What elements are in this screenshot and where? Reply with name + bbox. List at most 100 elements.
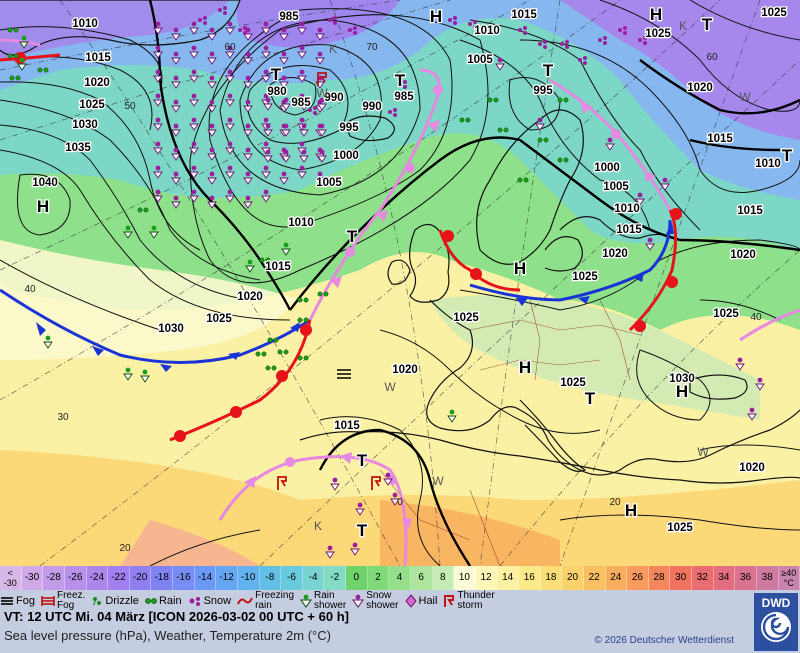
isobar-label: 1025 — [560, 377, 586, 389]
scale-cell-label: -20 — [132, 572, 148, 583]
high-pressure-center: H — [430, 7, 442, 26]
weather-legend: Fog Freez. Fog Drizzle Rain Snow Freezing… — [0, 590, 757, 612]
scale-cell-label: 38 — [761, 572, 773, 583]
isobar-label: 1020 — [739, 462, 765, 474]
high-pressure-center: H — [519, 358, 531, 377]
temperature-scale-cell: -24 — [86, 566, 109, 590]
scale-cell-label: -14 — [197, 572, 213, 583]
snow-shower-symbol — [317, 97, 327, 111]
weather-map: 1010 1015 1020 1025 1030 1035 1040 985 980 985 990… — [0, 0, 800, 566]
scale-cell-label: 28 — [653, 572, 665, 583]
rain-symbol — [137, 207, 149, 213]
scale-cell-label: -2 — [330, 572, 340, 583]
temperature-scale-cell: 12 — [475, 566, 498, 590]
snow-symbol — [198, 16, 207, 25]
wind-marker: W — [432, 474, 444, 488]
rain-shower-symbol — [281, 242, 291, 256]
rain-symbol — [297, 317, 309, 323]
rain-symbol — [277, 349, 289, 355]
legend-rain-shower-line2: shower — [314, 600, 347, 611]
scale-cell-label: 16 — [523, 572, 535, 583]
snow-symbol — [560, 40, 569, 49]
temperature-scale-cell: 34 — [713, 566, 736, 590]
legend-freezing-fog-line1: Freez. — [56, 590, 86, 601]
snow-shower-symbol — [207, 51, 217, 65]
snow-symbol — [578, 56, 587, 65]
isobar-label: 1015 — [334, 420, 360, 432]
graticule-label: 20 — [119, 543, 131, 554]
weather-symbols — [7, 6, 765, 559]
scale-cell-label: -26 — [67, 572, 83, 583]
rain-shower-symbol — [43, 335, 53, 349]
isobar-labels: 1010 1015 1020 1025 1030 1035 1040 985 980 985 990… — [31, 6, 789, 536]
snow-shower-symbol — [605, 137, 615, 151]
temperature-scale-cell: -14 — [194, 566, 217, 590]
legend-freezing-fog-line2: Fog — [56, 600, 75, 611]
rain-symbol — [497, 127, 509, 133]
snow-symbol — [448, 16, 457, 25]
scale-cell-label: -28 — [46, 572, 61, 583]
scale-cell-label: -18 — [154, 572, 169, 583]
snow-shower-symbol — [171, 27, 181, 41]
snow-shower-symbol — [297, 69, 307, 83]
scale-cell-label: -12 — [219, 572, 234, 583]
snow-shower-symbol — [171, 99, 181, 113]
temperature-scale-cell: 18 — [540, 566, 563, 590]
legend-thunderstorm: Thunder storm — [443, 591, 495, 611]
temperature-scale-cell: -18 — [151, 566, 173, 590]
isobar-label: 1040 — [32, 177, 58, 189]
isobar-label: 1010 — [755, 158, 781, 170]
isobar-label: 1020 — [392, 364, 418, 376]
drizzle-icon — [93, 597, 102, 606]
snow-shower-symbol — [225, 165, 235, 179]
snow-shower-symbol — [189, 165, 199, 179]
snow-shower-symbol — [207, 195, 217, 209]
wind-marker: K — [314, 519, 322, 533]
isobar-label: 1025 — [453, 312, 479, 324]
temperature-scale-cell: -4 — [302, 566, 325, 590]
temperature-scale-cell: < -30 — [0, 566, 22, 590]
isobar-label: 1020 — [237, 291, 263, 303]
scale-cell-label: 12 — [480, 572, 492, 583]
snow-shower-symbol — [263, 97, 273, 111]
snow-shower-symbol — [261, 21, 271, 35]
scale-cell-label: 20 — [567, 572, 579, 583]
scale-cell-label: 0 — [353, 572, 360, 583]
scale-cell-label: -16 — [176, 572, 191, 583]
snow-shower-symbol — [261, 45, 271, 59]
rain-symbol — [267, 337, 279, 343]
scale-cell-label: -6 — [286, 572, 296, 583]
low-pressure-center: T — [543, 61, 554, 80]
snow-shower-symbol — [279, 27, 289, 41]
snow-shower-symbol — [243, 51, 253, 65]
snow-shower-symbol — [171, 171, 181, 185]
scale-cell-label: 26 — [631, 572, 643, 583]
freezing-rain-icon — [237, 597, 254, 605]
legend-hail-label: Hail — [418, 595, 438, 607]
rain-shower-icon — [300, 594, 312, 608]
isobar-label: 1030 — [72, 119, 98, 131]
snow-shower-symbol — [299, 149, 309, 163]
snow-symbol — [638, 36, 647, 45]
snow-shower-symbol — [243, 75, 253, 89]
isobar-label: 1025 — [713, 308, 739, 320]
snow-symbol — [598, 36, 607, 45]
wind-marker: K — [679, 19, 687, 33]
snow-shower-symbol — [171, 147, 181, 161]
rain-icon — [145, 598, 157, 604]
scale-cell-label: 10 — [458, 572, 470, 583]
freezing-fog-icon — [41, 596, 55, 606]
isobar-label: 1015 — [511, 9, 537, 21]
isobar-label: 990 — [324, 92, 343, 104]
snow-symbol — [618, 26, 627, 35]
dwd-logo: DWD — [754, 593, 798, 651]
snow-shower-icon — [352, 594, 365, 608]
rain-symbol — [255, 351, 267, 357]
rain-shower-symbol — [149, 225, 159, 239]
pressure-centers: H H H H H H H T T T T T T T T T — [36, 4, 794, 542]
wind-marker: K — [329, 42, 337, 56]
snow-shower-symbol — [207, 99, 217, 113]
snow-shower-symbol — [171, 195, 181, 209]
snow-shower-symbol — [225, 117, 235, 131]
rain-shower-symbol — [140, 369, 150, 383]
